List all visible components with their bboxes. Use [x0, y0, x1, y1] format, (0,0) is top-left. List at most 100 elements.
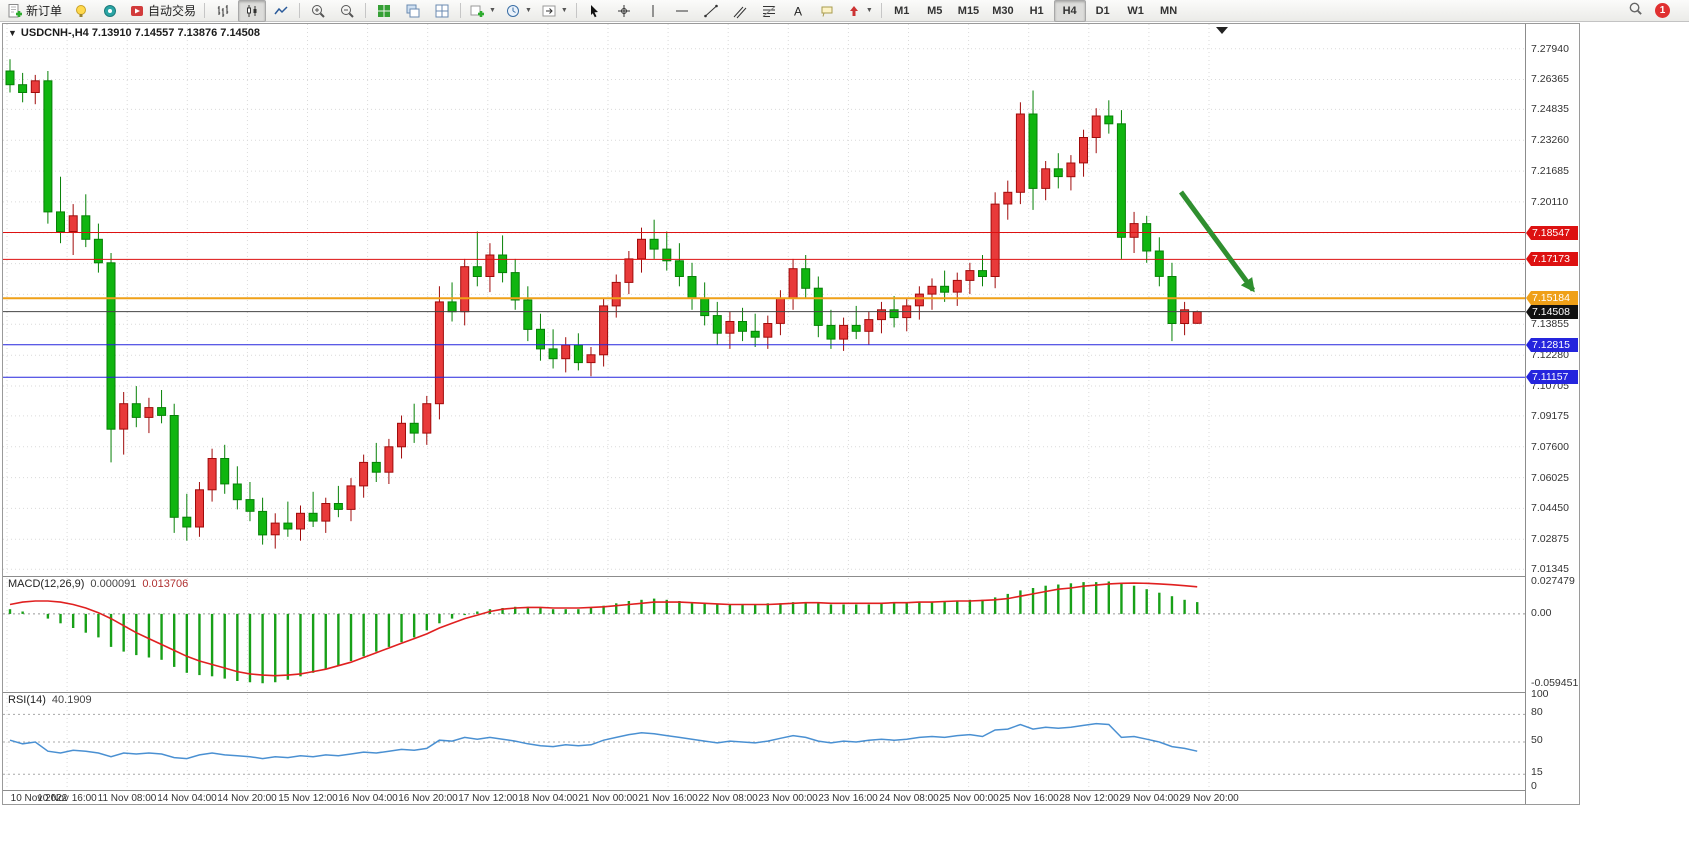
price-axis-label: 7.06025: [1531, 472, 1569, 484]
notification-badge[interactable]: 1: [1655, 3, 1670, 18]
bar-chart-button[interactable]: [209, 0, 237, 22]
macd-value-signal: 0.013706: [142, 578, 189, 590]
level-price-label: 7.12815: [1526, 338, 1578, 352]
arrows-button[interactable]: ▼: [842, 0, 877, 22]
new-chart-button[interactable]: ▼: [465, 0, 500, 22]
text-label-button[interactable]: [813, 0, 841, 22]
period-button[interactable]: ▼: [501, 0, 536, 22]
price-axis-label: 7.26365: [1531, 73, 1569, 85]
vertical-line-button[interactable]: [639, 0, 667, 22]
new-order-label: 新订单: [26, 4, 63, 18]
equidistant-channel-icon: [732, 3, 748, 19]
text-tool-icon: A: [790, 3, 806, 19]
chart-shift-marker[interactable]: [1216, 27, 1228, 34]
time-axis-label: 14 Nov 04:00: [157, 793, 217, 804]
tile-windows-icon: [376, 3, 392, 19]
rsi-canvas[interactable]: [3, 694, 1525, 790]
timeframe-m1-button[interactable]: M1: [894, 4, 910, 17]
time-axis-label: 14 Nov 20:00: [217, 793, 277, 804]
metaeditor-icon: [73, 3, 89, 19]
level-price-label: 7.17173: [1526, 252, 1578, 266]
timeframe-m30-button[interactable]: M30: [992, 4, 1014, 17]
metaeditor-button[interactable]: [67, 0, 95, 22]
cursor-button[interactable]: [581, 0, 609, 22]
macd-header: MACD(12,26,9) 0.000091 0.013706: [8, 578, 188, 590]
time-axis-label: 23 Nov 00:00: [758, 793, 818, 804]
symbol-dropdown-icon[interactable]: ▼: [8, 28, 17, 38]
fibonacci-button[interactable]: [755, 0, 783, 22]
chart-shift-button[interactable]: ▼: [537, 0, 572, 22]
autotrading-button[interactable]: 自动交易: [125, 0, 200, 22]
time-axis-label: 18 Nov 04:00: [518, 793, 578, 804]
price-axis-label: 7.07600: [1531, 441, 1569, 453]
toolbar-separator: [204, 3, 206, 18]
text-label-icon: [819, 3, 835, 19]
timeframe-d1-button[interactable]: D1: [1095, 4, 1110, 17]
annotation-arrow[interactable]: [1178, 190, 1256, 293]
time-axis-label: 16 Nov 20:00: [398, 793, 458, 804]
new-order-button[interactable]: 新订单: [3, 0, 66, 22]
crosshair-button[interactable]: [610, 0, 638, 22]
zoom-out-button[interactable]: [333, 0, 361, 22]
arrow-tool-icon: [846, 3, 862, 19]
chart-shift-icon: [541, 3, 557, 19]
timeframe-m15-button[interactable]: M15: [957, 4, 980, 17]
time-axis-label: 28 Nov 12:00: [1059, 793, 1119, 804]
rsi-axis-label: 0: [1531, 780, 1537, 792]
price-axis-label: 7.12280: [1531, 349, 1569, 361]
time-axis-label: 21 Nov 00:00: [578, 793, 638, 804]
toolbar-separator: [880, 3, 882, 18]
price-axis-label: 7.04450: [1531, 502, 1569, 514]
channel-button[interactable]: [726, 0, 754, 22]
chevron-down-icon: ▼: [524, 7, 532, 14]
main-chart-canvas[interactable]: [3, 24, 1525, 574]
chart-title-text: USDCNH-,H4 7.13910 7.14557 7.13876 7.145…: [20, 27, 261, 39]
cascade-windows-icon: [405, 3, 421, 19]
current-price-label: 7.14508: [1526, 305, 1578, 319]
arrange-windows-icon: [434, 3, 450, 19]
search-button[interactable]: [1628, 1, 1643, 21]
time-axis-label: 23 Nov 16:00: [818, 793, 878, 804]
price-axis-label: 7.20110: [1531, 196, 1569, 208]
level-price-label: 7.18547: [1526, 226, 1578, 240]
vertical-line-icon: [645, 3, 661, 19]
cascade-windows-button[interactable]: [399, 0, 427, 22]
horizontal-line-button[interactable]: [668, 0, 696, 22]
toolbar-separator: [575, 3, 577, 18]
macd-canvas[interactable]: [3, 578, 1525, 691]
bar-chart-icon: [215, 3, 231, 19]
time-axis-label: 22 Nov 08:00: [698, 793, 758, 804]
arrange-windows-button[interactable]: [428, 0, 456, 22]
timeframe-m5-button[interactable]: M5: [927, 4, 943, 17]
macd-label: MACD(12,26,9): [8, 578, 85, 590]
rsi-axis-label: 15: [1531, 766, 1543, 778]
rsi-panel: [3, 692, 1525, 790]
trendline-button[interactable]: [697, 0, 725, 22]
new-chart-icon: [469, 3, 485, 19]
chevron-down-icon: ▼: [560, 7, 568, 14]
time-axis-label: 24 Nov 08:00: [879, 793, 939, 804]
timeframe-mn-button[interactable]: MN: [1160, 4, 1178, 17]
zoom-in-button[interactable]: [304, 0, 332, 22]
text-button[interactable]: A: [784, 0, 812, 22]
price-axis[interactable]: 7.27940 7.26365 7.24835 7.23260 7.21685 7.201…: [1525, 24, 1581, 804]
price-axis-label: 7.01345: [1531, 563, 1569, 575]
candlestick-chart-button[interactable]: [238, 0, 267, 22]
rsi-value: 40.1909: [51, 694, 92, 706]
chart-title: ▼ USDCNH-,H4 7.13910 7.14557 7.13876 7.14…: [8, 27, 260, 39]
clock-icon: [505, 3, 521, 19]
timeframe-h1-button[interactable]: H1: [1029, 4, 1044, 17]
new-order-icon: [7, 3, 23, 19]
timeframe-w1-button[interactable]: W1: [1127, 4, 1144, 17]
time-axis-label: 15 Nov 12:00: [278, 793, 338, 804]
tile-windows-button[interactable]: [370, 0, 398, 22]
line-chart-button[interactable]: [267, 0, 295, 22]
price-axis-label: 7.23260: [1531, 134, 1569, 146]
community-button[interactable]: [96, 0, 124, 22]
timeframe-h4-button[interactable]: H4: [1053, 0, 1086, 22]
time-axis[interactable]: 10 Nov 2022 10 Nov 16:00 11 Nov 08:00 14 No…: [3, 790, 1525, 806]
zoom-out-icon: [339, 3, 355, 19]
time-axis-label: 25 Nov 00:00: [939, 793, 999, 804]
rsi-axis-label: 100: [1531, 688, 1549, 700]
timeframe-toolbar: M1 M5 M15 M30 H1 H4 D1 W1 MN: [886, 0, 1185, 22]
